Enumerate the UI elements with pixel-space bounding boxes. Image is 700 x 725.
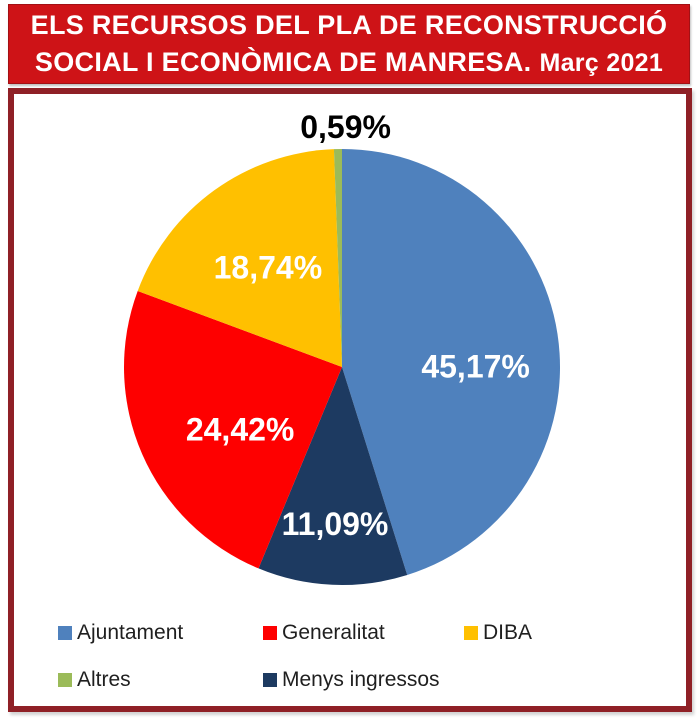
pie-slice-ajuntament (342, 149, 561, 576)
page-title-line1: ELS RECURSOS DEL PLA DE RECONSTRUCCIÓ (30, 9, 668, 40)
pie-slice-generalitat (124, 290, 342, 569)
slice-label-diba: 18,74% (214, 250, 323, 286)
pie-slice-menys-ingressos (258, 367, 408, 585)
page-title-line2: SOCIAL I ECONÒMICA DE MANRESA. Març 2021 (9, 44, 689, 82)
pie-slice-altres (333, 149, 342, 367)
page-title-line2-main: SOCIAL I ECONÒMICA DE MANRESA. (34, 46, 532, 77)
slice-label-altres: 0,59% (300, 109, 391, 145)
pie-slice-diba (137, 149, 342, 367)
page-title-date: Març 2021 (539, 48, 664, 77)
slice-label-menys-ingressos: 11,09% (282, 506, 389, 542)
header-banner: ELS RECURSOS DEL PLA DE RECONSTRUCCIÓ SO… (8, 4, 690, 84)
slice-label-ajuntament: 45,17% (421, 349, 530, 385)
slice-label-generalitat: 24,42% (186, 412, 295, 448)
